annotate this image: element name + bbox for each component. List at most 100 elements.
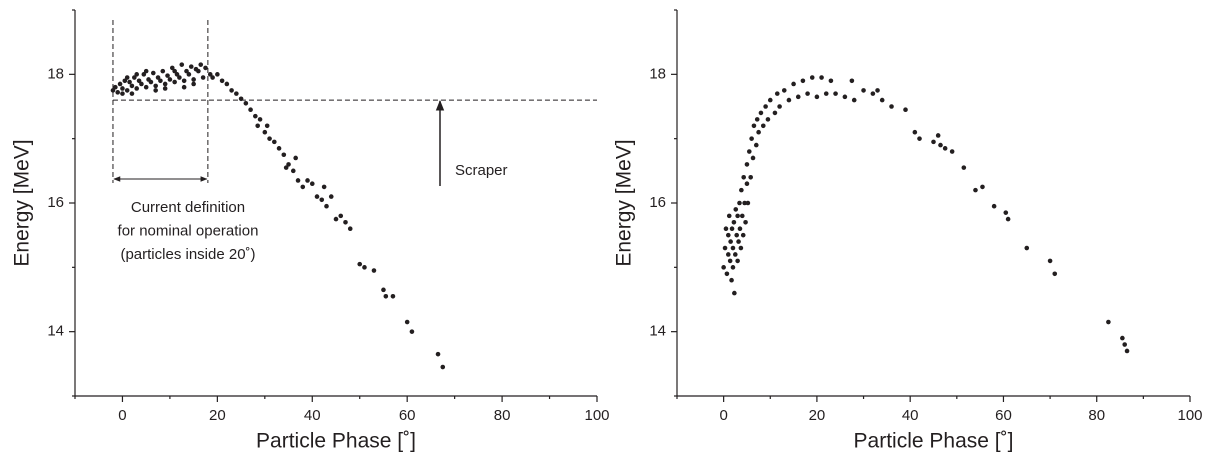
point [870, 91, 876, 96]
point [791, 81, 796, 87]
point [805, 91, 810, 96]
point [113, 84, 118, 90]
point [733, 207, 739, 212]
point [162, 81, 168, 87]
x-axis-label: Particle Phase [˚] [256, 430, 416, 453]
point [730, 265, 736, 270]
point [1003, 210, 1009, 215]
point [738, 245, 744, 251]
note-line: Current definition [131, 199, 245, 216]
point [722, 245, 728, 251]
point [942, 146, 948, 151]
point [961, 165, 967, 170]
point [726, 213, 732, 219]
point [739, 213, 745, 219]
point [255, 123, 260, 129]
point [262, 129, 268, 135]
note-line: (particles inside 20˚) [120, 246, 255, 263]
point [124, 88, 130, 93]
point [889, 104, 894, 109]
point [191, 81, 196, 87]
y-tick-label: 14 [47, 323, 64, 340]
point [153, 88, 158, 93]
point [828, 78, 834, 84]
point [774, 91, 780, 96]
point [191, 77, 196, 82]
point [728, 239, 733, 244]
point [727, 258, 733, 264]
point [207, 72, 213, 77]
point [1106, 319, 1111, 325]
point [777, 104, 782, 109]
point [127, 79, 132, 85]
point [732, 290, 737, 296]
point [938, 142, 943, 148]
x-tick-label: 80 [494, 407, 511, 424]
x-tick-label: 20 [209, 407, 226, 424]
point [200, 75, 206, 80]
point [314, 194, 320, 199]
point [186, 72, 192, 77]
point [283, 165, 289, 170]
point [210, 75, 215, 80]
point [234, 91, 239, 96]
point [741, 174, 746, 180]
point [740, 232, 746, 238]
point [724, 271, 730, 277]
point [758, 110, 764, 116]
x-tick-label: 60 [399, 407, 416, 424]
point [737, 200, 742, 206]
point [931, 139, 936, 145]
point [272, 139, 277, 145]
point [833, 91, 838, 96]
point [309, 181, 315, 186]
point [215, 72, 220, 77]
point [743, 220, 748, 225]
point [155, 75, 161, 80]
x-tick-label: 80 [1088, 407, 1105, 424]
point [735, 213, 740, 219]
point [117, 81, 123, 87]
point [1052, 271, 1058, 277]
x-tick-label: 0 [719, 407, 727, 424]
point [184, 68, 189, 74]
point [181, 84, 187, 90]
point [172, 79, 177, 85]
point [746, 149, 752, 154]
point [248, 107, 253, 113]
x-axis-label: Particle Phase [˚] [854, 430, 1014, 453]
point [1120, 335, 1125, 341]
point [903, 107, 908, 113]
point [744, 181, 750, 186]
point [290, 168, 296, 174]
point [281, 152, 287, 158]
point [357, 261, 363, 267]
point [1124, 348, 1130, 354]
point [809, 75, 815, 80]
y-tick-label: 18 [47, 65, 64, 82]
point [371, 268, 377, 273]
point [139, 81, 144, 87]
point [196, 68, 201, 74]
point [861, 88, 866, 93]
point [120, 86, 125, 91]
point [238, 96, 244, 102]
point [772, 110, 778, 116]
point [849, 78, 855, 84]
point [760, 123, 766, 129]
point [973, 187, 978, 193]
point [124, 75, 130, 80]
x-tick-label: 20 [809, 407, 826, 424]
point [823, 91, 829, 96]
point [409, 329, 415, 334]
point [726, 232, 731, 238]
point [305, 178, 310, 183]
point [295, 178, 301, 183]
point [734, 232, 739, 238]
x-tick-label: 100 [584, 407, 609, 424]
point [362, 265, 367, 270]
point [167, 77, 173, 82]
point [143, 84, 149, 90]
point [286, 162, 291, 167]
